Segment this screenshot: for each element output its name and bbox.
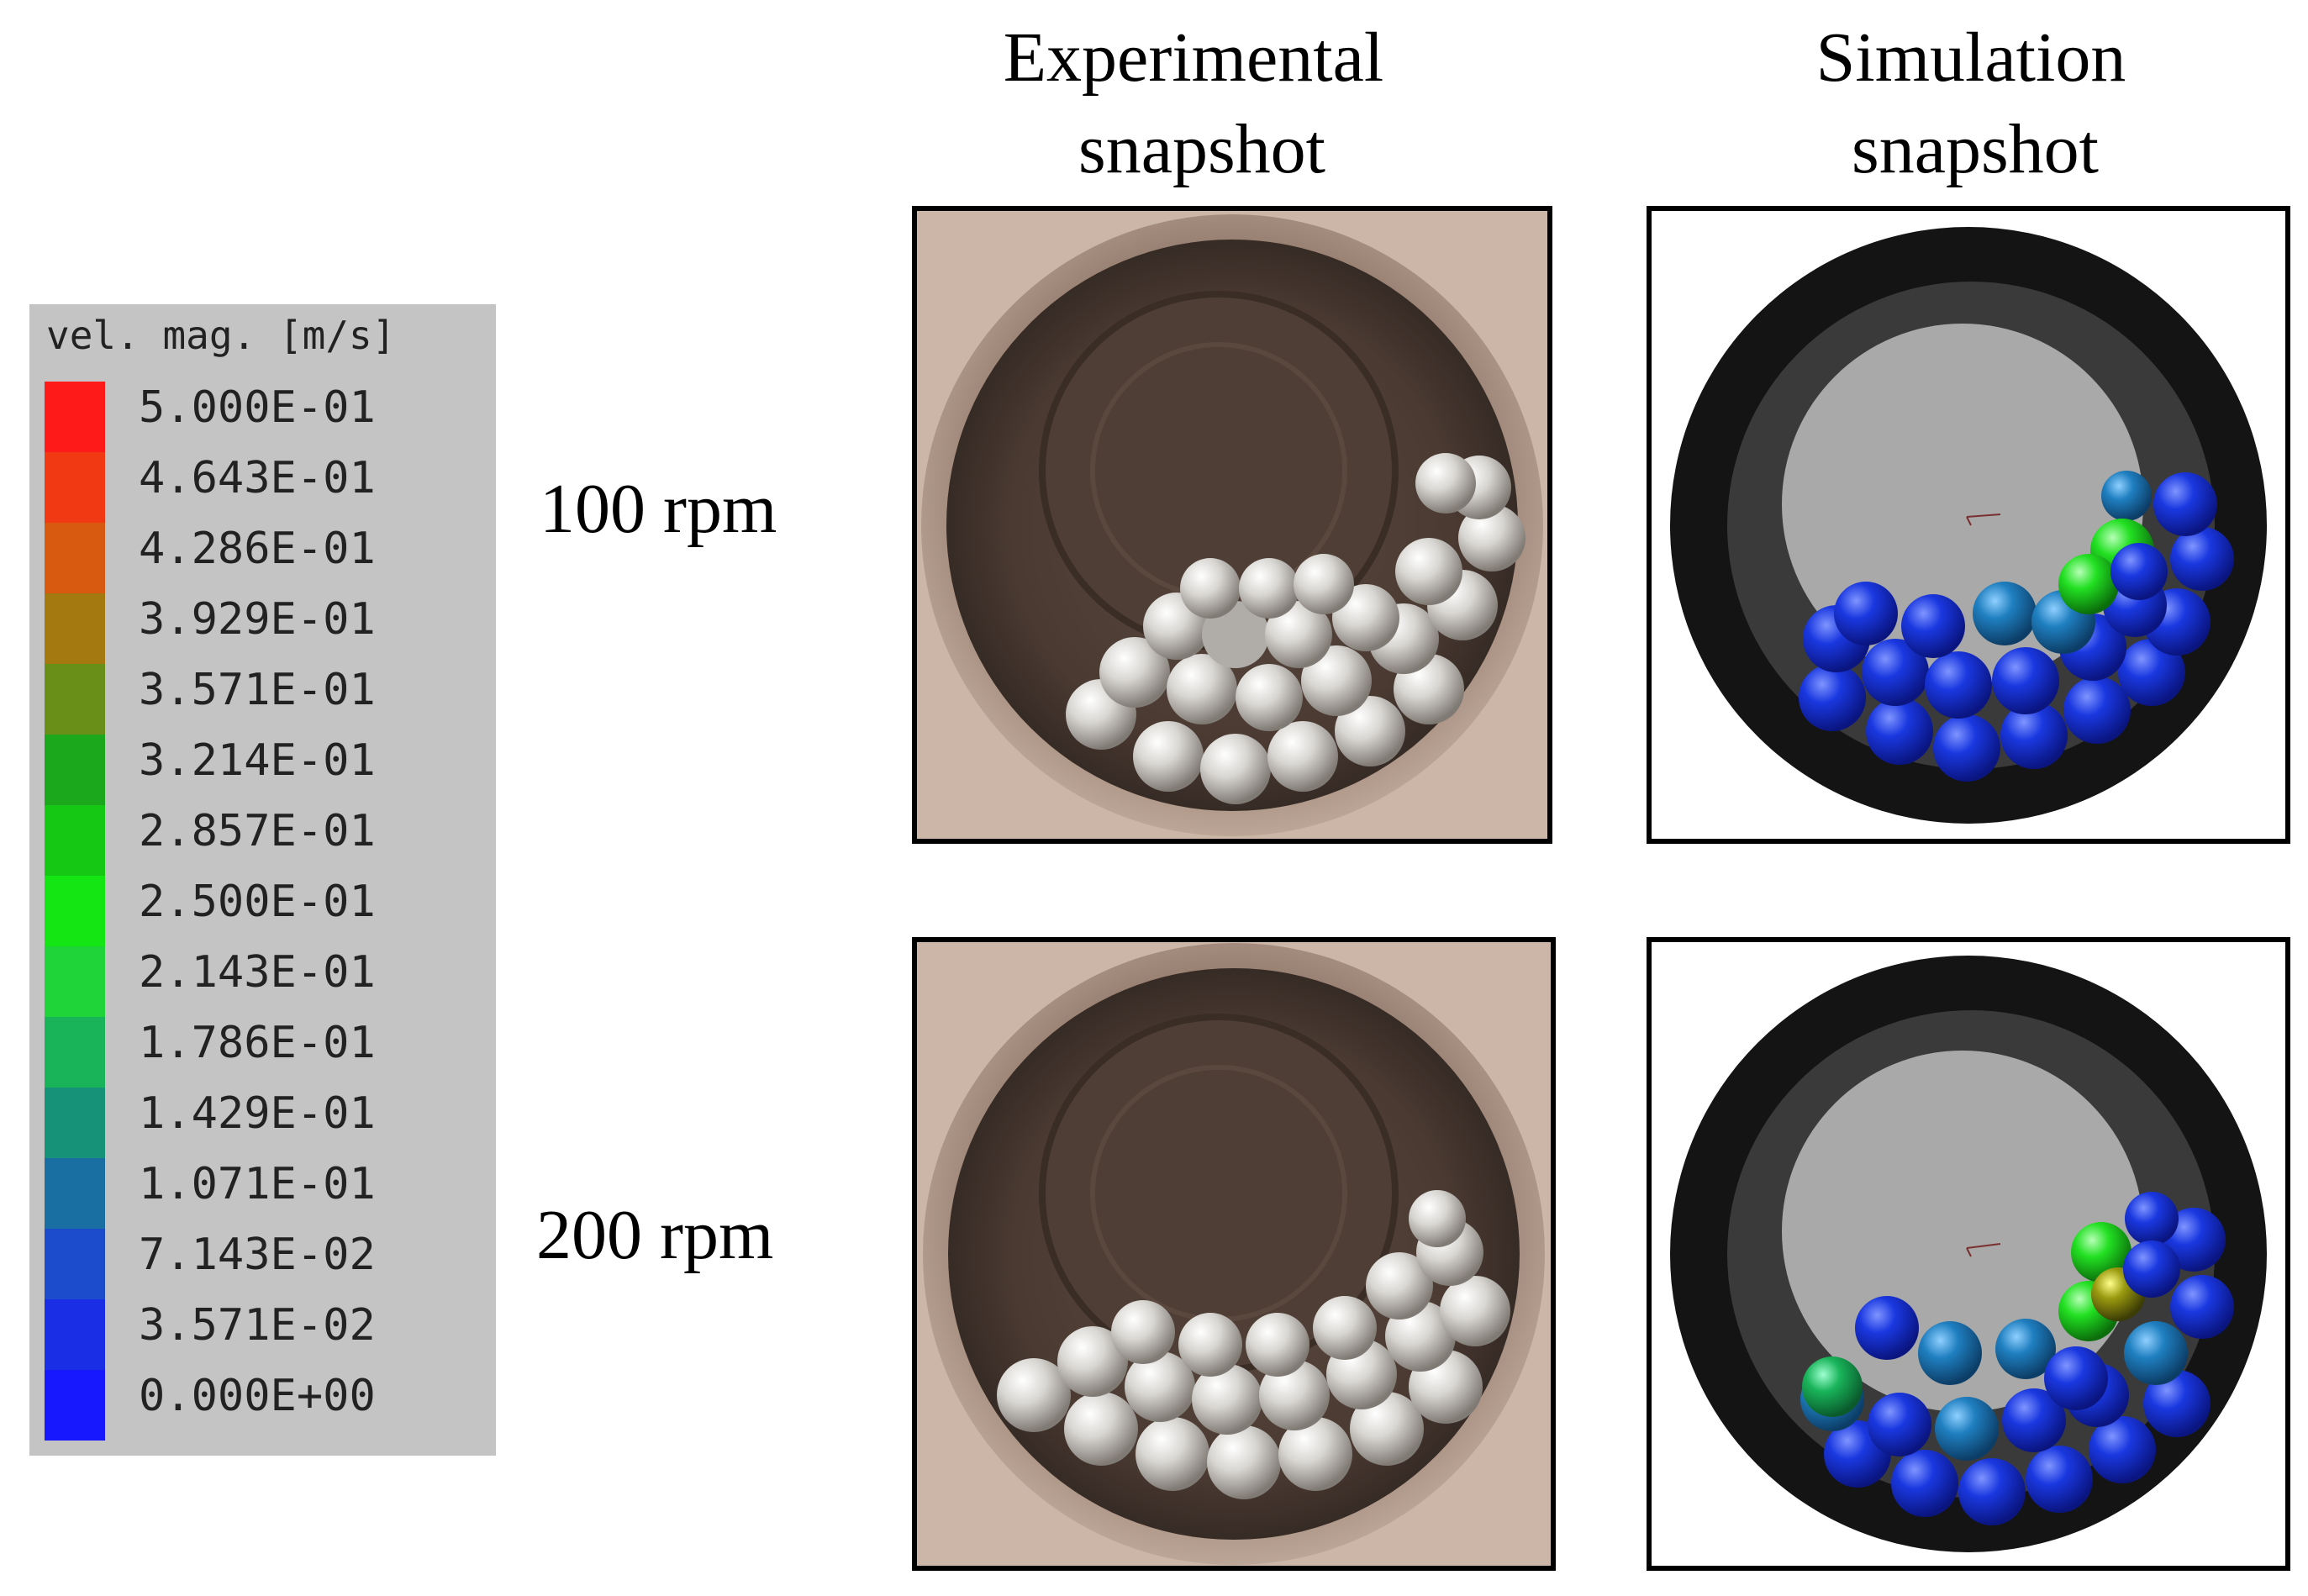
legend-value: 1.429E-01	[139, 1088, 376, 1139]
legend-swatch	[45, 946, 105, 1017]
legend-swatch	[45, 1088, 105, 1158]
simulation-header-line1: Simulation	[1816, 18, 2126, 97]
experimental-header-line1: Experimental	[1004, 18, 1383, 97]
legend-value: 0.000E+00	[139, 1371, 376, 1421]
legend-swatch	[45, 1158, 105, 1229]
experimental-panel-100rpm	[912, 206, 1552, 844]
legend-swatch	[45, 523, 105, 593]
steel-balls-100rpm	[1066, 453, 1525, 804]
triad-axes-icon	[1966, 1243, 2001, 1257]
legend-title: vel. mag. [m/s]	[46, 313, 395, 358]
legend-swatch	[45, 452, 105, 523]
legend-swatch	[45, 664, 105, 735]
legend-value: 3.929E-01	[139, 594, 376, 645]
legend-value: 1.786E-01	[139, 1018, 376, 1068]
legend-swatch	[45, 1299, 105, 1370]
legend-value: 3.214E-01	[139, 735, 376, 786]
legend-value: 2.143E-01	[139, 947, 376, 998]
legend-value: 4.643E-01	[139, 453, 376, 503]
legend-swatch	[45, 1370, 105, 1441]
legend-value: 3.571E-01	[139, 665, 376, 715]
legend-value: 7.143E-02	[139, 1230, 376, 1280]
experimental-panel-200rpm	[912, 937, 1556, 1571]
legend-value: 1.071E-01	[139, 1159, 376, 1209]
legend-swatch	[45, 1229, 105, 1299]
legend-swatch	[45, 593, 105, 664]
legend-swatch	[45, 876, 105, 946]
velocity-legend: vel. mag. [m/s] 5.000E-01 4.643E-01 4.286E…	[29, 304, 496, 1456]
simulation-header-line2: snapshot	[1852, 110, 2099, 188]
legend-labels: 5.000E-01 4.643E-01 4.286E-01 3.929E-01 3.57…	[139, 382, 376, 1421]
steel-balls-200rpm	[997, 1190, 1510, 1499]
simulated-balls-200rpm	[1800, 1192, 2234, 1525]
experimental-header-line2: snapshot	[1078, 110, 1325, 188]
legend-value: 4.286E-01	[139, 524, 376, 574]
triad-axes-icon	[1966, 514, 2001, 526]
legend-swatches	[45, 382, 105, 1441]
legend-value: 2.500E-01	[139, 877, 376, 927]
legend-swatch	[45, 805, 105, 876]
legend-value: 3.571E-02	[139, 1300, 376, 1351]
row-label-200rpm: 200 rpm	[536, 1196, 773, 1274]
legend-value: 2.857E-01	[139, 806, 376, 856]
legend-swatch	[45, 735, 105, 805]
simulation-panel-100rpm	[1647, 206, 2290, 844]
legend-swatch	[45, 1017, 105, 1088]
legend-value: 5.000E-01	[139, 382, 376, 433]
row-label-100rpm: 100 rpm	[540, 470, 777, 548]
simulation-panel-200rpm	[1647, 937, 2290, 1571]
legend-swatch	[45, 382, 105, 452]
simulated-balls-100rpm	[1799, 471, 2234, 782]
legend-background	[29, 304, 496, 1456]
